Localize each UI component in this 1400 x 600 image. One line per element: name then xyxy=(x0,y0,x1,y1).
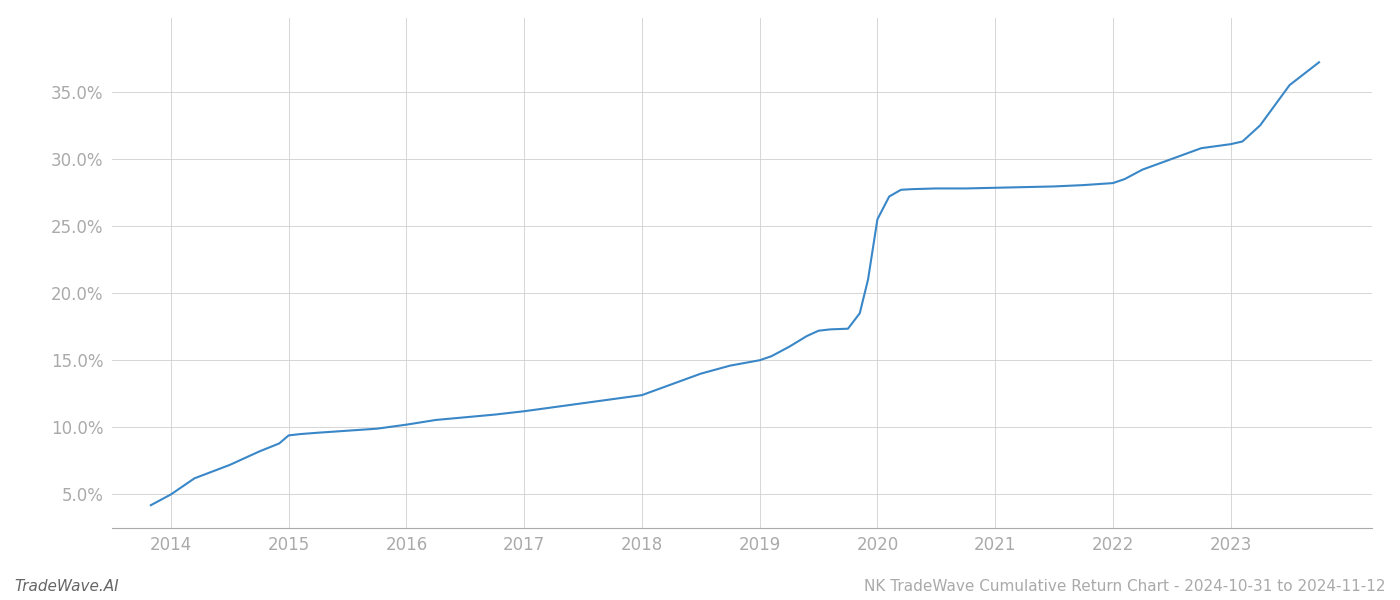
Text: TradeWave.AI: TradeWave.AI xyxy=(14,579,119,594)
Text: NK TradeWave Cumulative Return Chart - 2024-10-31 to 2024-11-12: NK TradeWave Cumulative Return Chart - 2… xyxy=(865,579,1386,594)
